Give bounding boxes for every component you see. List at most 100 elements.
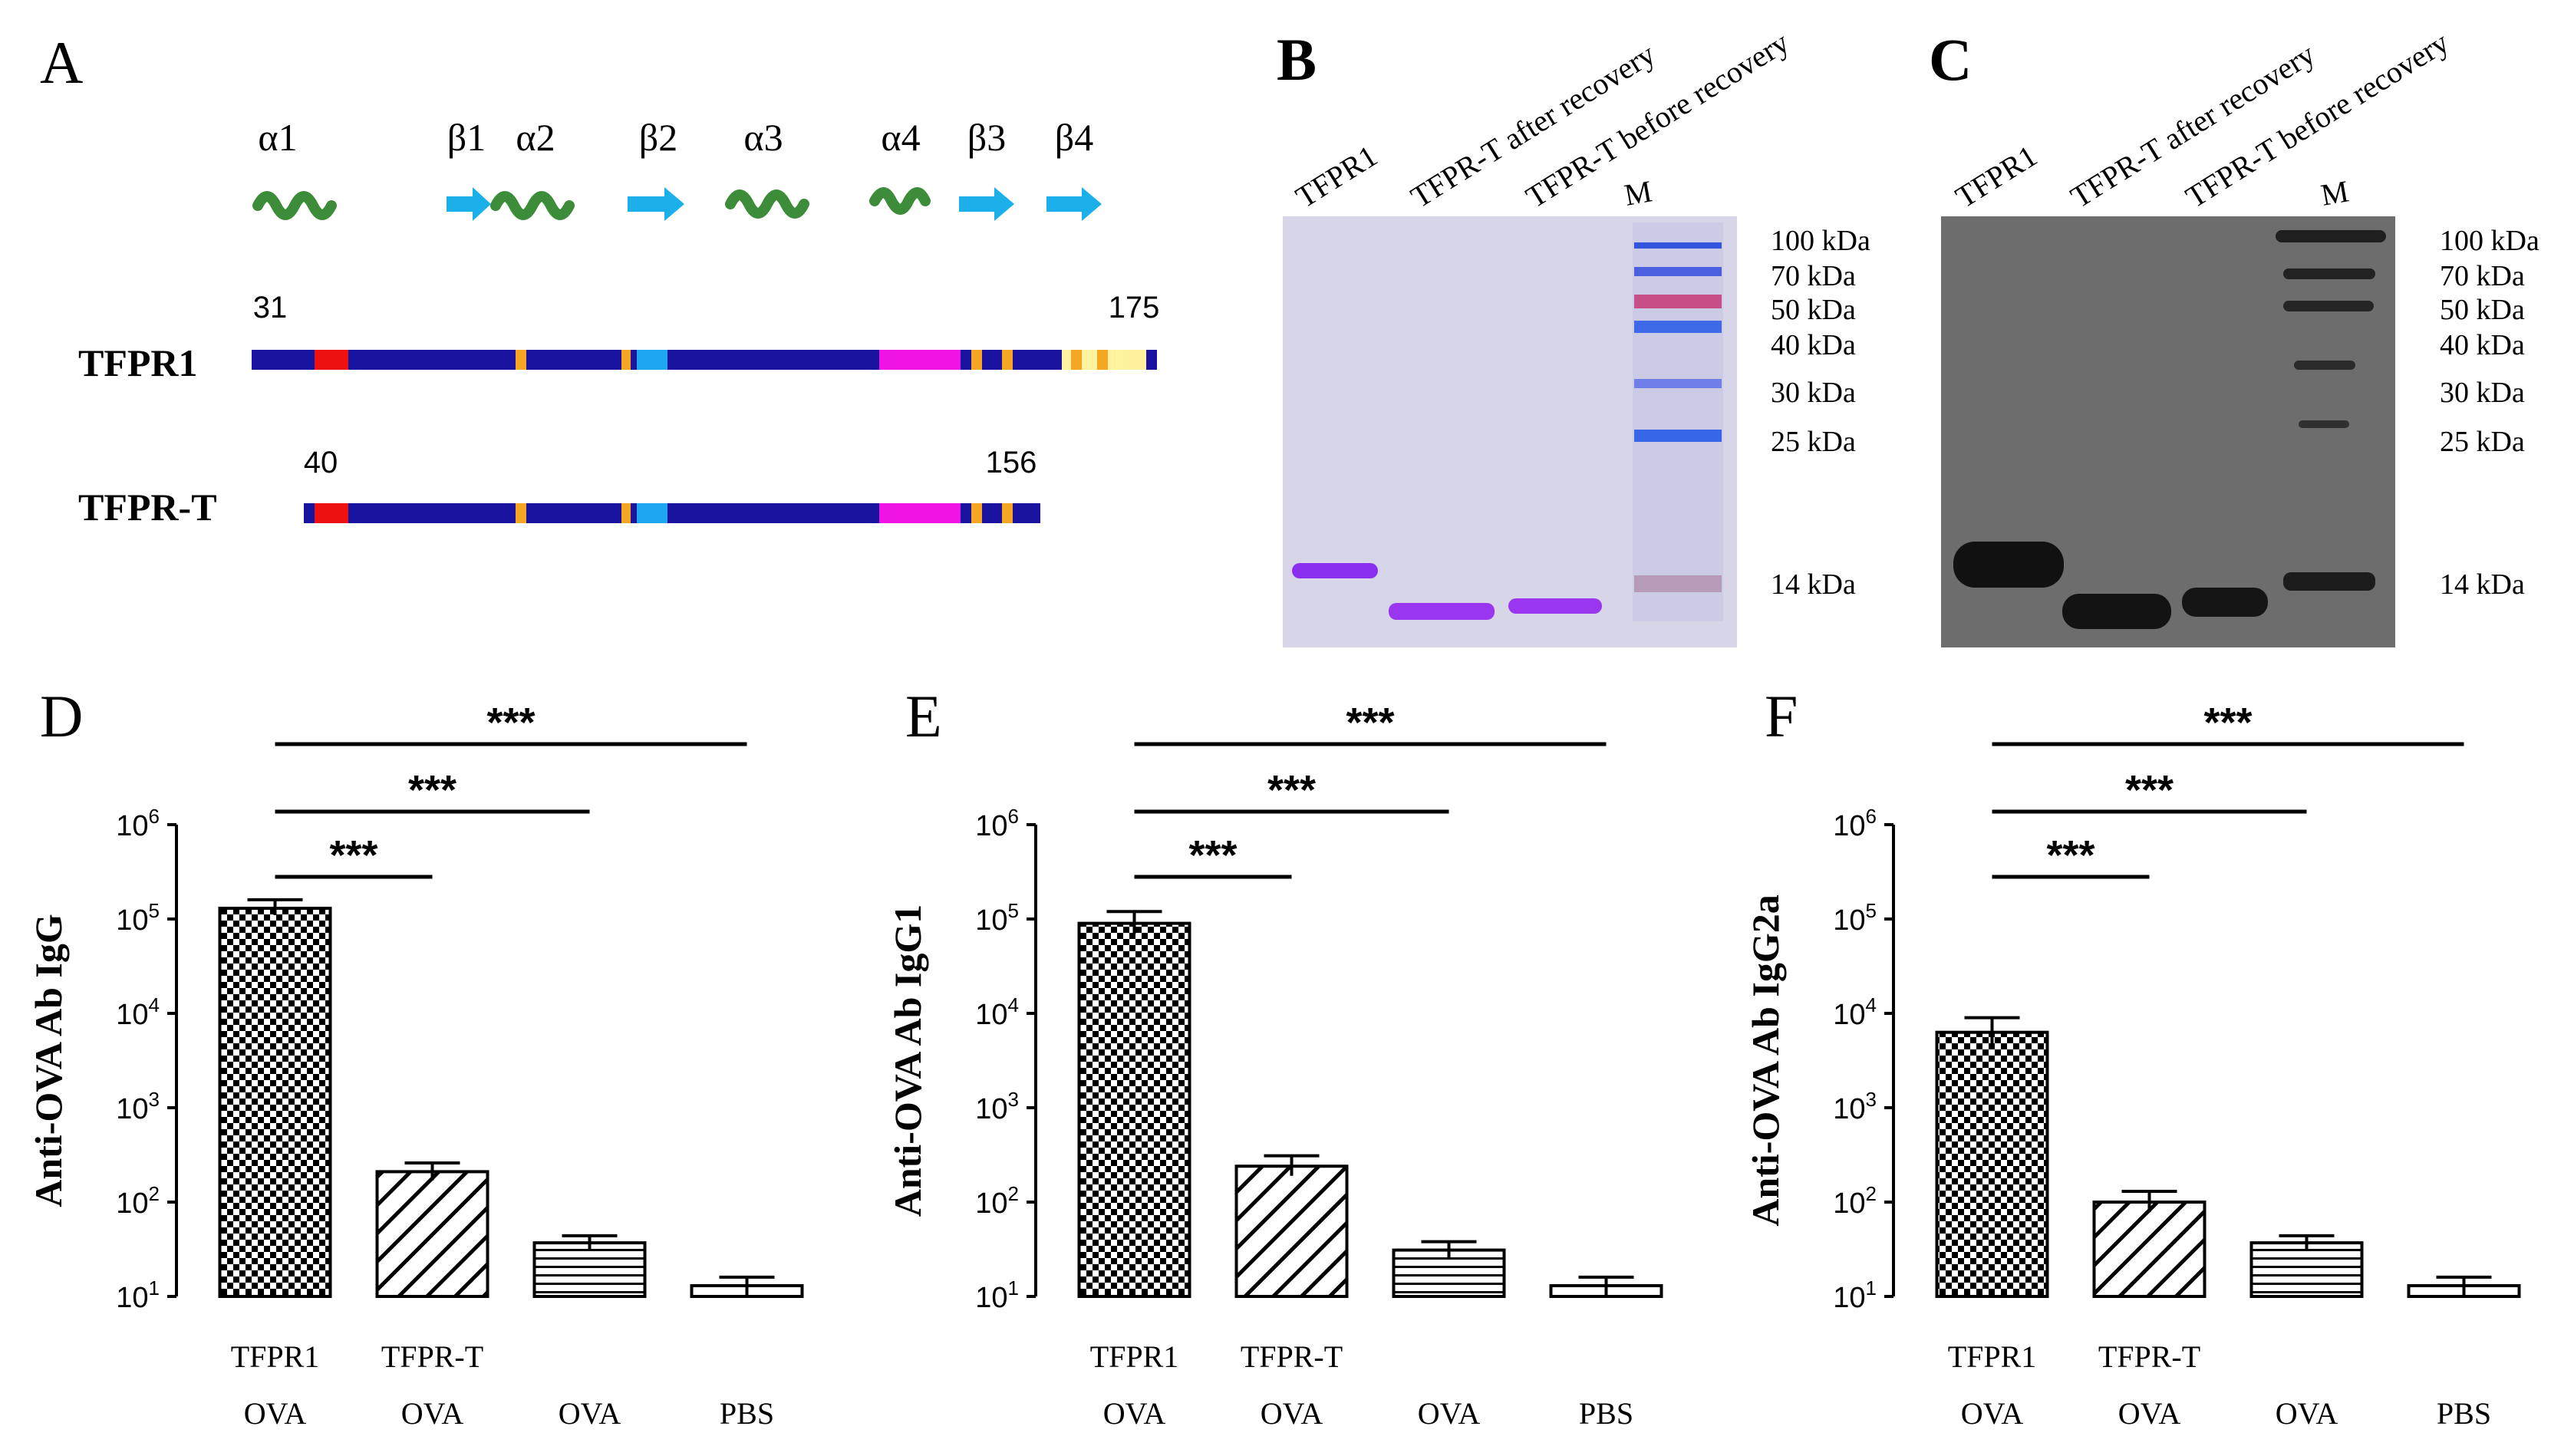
category-label: OVA <box>401 1396 464 1431</box>
marker-band-b-40 <box>1634 321 1722 333</box>
marker-label-c-70: 70 kDa <box>2440 260 2525 292</box>
marker-label-b-40: 40 kDa <box>1771 329 1856 361</box>
structure-label-alpha1: α1 <box>258 116 297 159</box>
strand-beta4-icon <box>1046 187 1102 221</box>
y-tick-label: 103 <box>1833 1088 1877 1125</box>
significance-label: *** <box>408 767 456 813</box>
panel-c: C TFPR1 TFPR-T after recovery TFPR-T bef… <box>1929 25 2539 647</box>
y-tick-label: 106 <box>1833 805 1877 842</box>
y-tick-label: 102 <box>1833 1182 1877 1220</box>
bar <box>1077 921 1191 1298</box>
y-tick-label: 105 <box>975 899 1019 937</box>
category-label: PBS <box>1579 1396 1633 1431</box>
category-label: OVA <box>1103 1396 1166 1431</box>
chart-panel-e: E 101 102 103 104 105 106 Anti-OVA Ab IgG1 TFPR1… <box>886 683 1663 1431</box>
gel-coomassie <box>1283 216 1737 647</box>
y-tick-label: 105 <box>116 899 160 937</box>
bar <box>218 906 332 1299</box>
helix-alpha4-icon <box>869 187 931 215</box>
y-tick-label: 106 <box>116 805 160 842</box>
y-tick-label: 104 <box>116 993 160 1031</box>
marker-label-c-40: 40 kDa <box>2440 329 2525 361</box>
panel-a-label: A <box>40 29 83 96</box>
significance-label: *** <box>1188 832 1237 878</box>
helix-alpha1-icon <box>252 191 337 220</box>
lane-label-c-marker: M <box>2319 173 2352 212</box>
category-label: OVA <box>1418 1396 1481 1431</box>
category-label: OVA <box>2276 1396 2338 1431</box>
category-label: OVA <box>1261 1396 1323 1431</box>
panel-c-label: C <box>1929 26 1972 93</box>
marker-band-b-70 <box>1634 267 1722 276</box>
chart-panel-f: F 101 102 103 104 105 106 Anti-OVA Ab IgG2a TFPR… <box>1744 683 2521 1431</box>
sample-band-c-tfpr1 <box>1953 542 2064 588</box>
y-tick-label: 101 <box>975 1276 1019 1314</box>
significance-label: *** <box>2203 700 2252 746</box>
marker-label-b-30: 30 kDa <box>1771 377 1856 409</box>
marker-label-c-25: 25 kDa <box>2440 426 2525 458</box>
category-label: TFPR1 <box>1948 1339 2037 1374</box>
strand-beta3-icon <box>959 187 1014 221</box>
row-start-tfprt: 40 <box>304 446 338 479</box>
structure-label-beta3: β3 <box>967 116 1006 159</box>
western-blot <box>1941 216 2395 647</box>
sample-band-c-before <box>2182 588 2268 617</box>
category-label: OVA <box>559 1396 621 1431</box>
y-axis-label: Anti-OVA Ab IgG <box>27 914 70 1207</box>
strand-beta1-icon <box>447 187 491 221</box>
bar <box>375 1170 489 1299</box>
y-tick-label: 103 <box>116 1088 160 1125</box>
marker-label-b-50: 50 kDa <box>1771 294 1856 326</box>
category-label: TFPR-T <box>2098 1339 2200 1374</box>
y-tick-label: 104 <box>975 993 1019 1031</box>
y-axis-label: Anti-OVA Ab IgG2a <box>1744 894 1787 1227</box>
marker-band-b-30 <box>1634 379 1722 388</box>
category-label: PBS <box>720 1396 774 1431</box>
marker-label-b-70: 70 kDa <box>1771 260 1856 292</box>
lane-label-c-tfpr1: TFPR1 <box>1949 138 2043 214</box>
helix-alpha2-icon <box>490 191 575 220</box>
significance-label: *** <box>1346 700 1394 746</box>
y-tick-label: 101 <box>116 1276 160 1314</box>
marker-band-b-50 <box>1634 295 1722 308</box>
significance-label: *** <box>2125 767 2174 813</box>
category-label: TFPR1 <box>1090 1339 1179 1374</box>
row-end-tfpr1: 175 <box>1109 291 1160 324</box>
lane-label-b-tfpr1: TFPR1 <box>1290 138 1383 214</box>
bar <box>2092 1201 2207 1298</box>
bar <box>2249 1241 2364 1299</box>
row-end-tfprt: 156 <box>986 446 1037 479</box>
sample-band-b-before <box>1508 598 1602 614</box>
marker-label-b-14: 14 kDa <box>1771 568 1856 601</box>
bar <box>1935 1030 2049 1299</box>
marker-label-c-100: 100 kDa <box>2440 225 2539 257</box>
marker-label-b-100: 100 kDa <box>1771 225 1870 257</box>
panel-label-e: E <box>905 683 942 749</box>
marker-band-b-14 <box>1634 575 1722 592</box>
row-name-tfprt: TFPR-T <box>78 486 217 529</box>
category-label: OVA <box>244 1396 307 1431</box>
marker-labels-b: 100 kDa 70 kDa 50 kDa 40 kDa 30 kDa 25 k… <box>1771 225 1870 601</box>
y-tick-label: 102 <box>116 1182 160 1220</box>
row-name-tfpr1: TFPR1 <box>78 341 198 384</box>
marker-label-c-14: 14 kDa <box>2440 568 2525 601</box>
sample-band-b-after <box>1389 603 1495 620</box>
panel-a: A α1 β1 α2 β2 α3 α4 β3 β4 <box>40 29 1159 529</box>
y-tick-label: 102 <box>975 1182 1019 1220</box>
category-label: TFPR1 <box>231 1339 320 1374</box>
chart-panel-d: D 101 102 103 104 105 106 Anti-OVA Ab IgG TFPR1 O… <box>27 683 804 1431</box>
significance-label: *** <box>2046 832 2094 878</box>
significance-label: *** <box>1267 767 1316 813</box>
structure-label-alpha2: α2 <box>516 116 555 159</box>
significance-label: *** <box>486 700 535 746</box>
structure-label-beta2: β2 <box>639 116 677 159</box>
marker-label-c-50: 50 kDa <box>2440 294 2525 326</box>
strand-beta2-icon <box>628 187 684 221</box>
y-tick-label: 101 <box>1833 1276 1877 1314</box>
marker-band-b-25 <box>1634 430 1722 442</box>
row-start-tfpr1: 31 <box>253 291 288 324</box>
category-label: PBS <box>2437 1396 2491 1431</box>
y-tick-label: 103 <box>975 1088 1019 1125</box>
marker-band-c-70 <box>2283 268 2375 279</box>
